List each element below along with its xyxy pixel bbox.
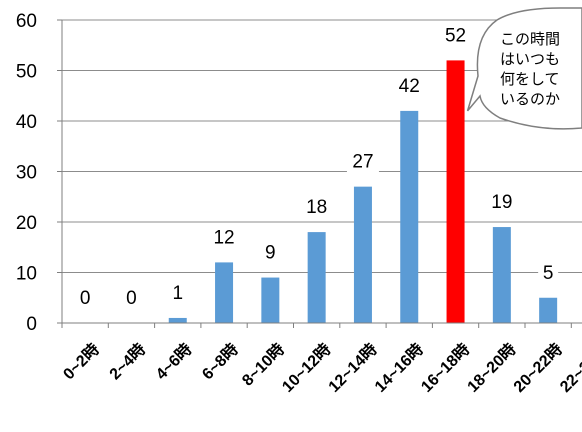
x-category-label: 6~8時 xyxy=(198,339,242,383)
callout-text-line: 何をして xyxy=(500,71,560,88)
data-label: 5 xyxy=(543,263,554,284)
data-label-background xyxy=(75,285,96,310)
x-category-label: 4~6時 xyxy=(152,339,196,383)
bar xyxy=(492,227,511,323)
data-label: 9 xyxy=(265,243,276,264)
data-label: 52 xyxy=(445,25,466,46)
bar xyxy=(353,186,372,323)
bar xyxy=(215,262,234,323)
data-label: 19 xyxy=(491,192,512,213)
data-label-background xyxy=(260,239,281,265)
bars xyxy=(168,60,558,324)
data-label: 18 xyxy=(306,197,327,218)
data-label-background xyxy=(485,189,518,215)
callout-text-line: この時間 xyxy=(500,31,560,48)
y-tick-label: 0 xyxy=(26,314,37,335)
data-label: 0 xyxy=(126,288,137,309)
data-label-background xyxy=(393,72,426,98)
x-category-label: 16~18時 xyxy=(417,339,474,396)
callout-text-line: いるのか xyxy=(500,91,560,108)
data-label-background xyxy=(439,22,472,48)
x-category-label: 14~16時 xyxy=(371,339,428,396)
speech-bubble xyxy=(466,7,582,130)
x-category-label: 10~12時 xyxy=(278,339,335,396)
y-tick-label: 40 xyxy=(16,112,37,133)
data-label: 0 xyxy=(80,288,91,309)
data-label: 27 xyxy=(352,152,373,173)
bar xyxy=(261,277,280,323)
x-category-label: 18~20時 xyxy=(463,339,520,396)
x-category-label: 12~14時 xyxy=(324,339,381,396)
data-label-background xyxy=(346,148,379,174)
callout-text-line: はいつも xyxy=(500,51,560,68)
y-tick-label: 60 xyxy=(16,11,37,32)
y-tick-label: 10 xyxy=(16,264,37,285)
bar-highlight xyxy=(446,60,465,324)
y-tick-label: 50 xyxy=(16,62,37,83)
data-label: 1 xyxy=(172,283,183,304)
x-category-label: 0~2時 xyxy=(59,339,103,383)
data-label: 42 xyxy=(399,76,420,97)
x-category-label: 20~22時 xyxy=(509,339,566,396)
data-label-background xyxy=(167,279,188,305)
data-label-background xyxy=(121,285,142,310)
data-label-background xyxy=(300,194,333,220)
axes xyxy=(57,19,582,328)
y-tick-label: 30 xyxy=(16,163,37,184)
bar xyxy=(400,110,419,324)
bar xyxy=(168,317,187,323)
x-category-label: 2~4時 xyxy=(105,339,149,383)
bar xyxy=(539,297,558,323)
data-label-background xyxy=(208,224,241,250)
y-tick-label: 20 xyxy=(16,213,37,234)
bar xyxy=(307,232,326,323)
data-label-background xyxy=(538,259,559,285)
data-label: 12 xyxy=(213,227,234,248)
